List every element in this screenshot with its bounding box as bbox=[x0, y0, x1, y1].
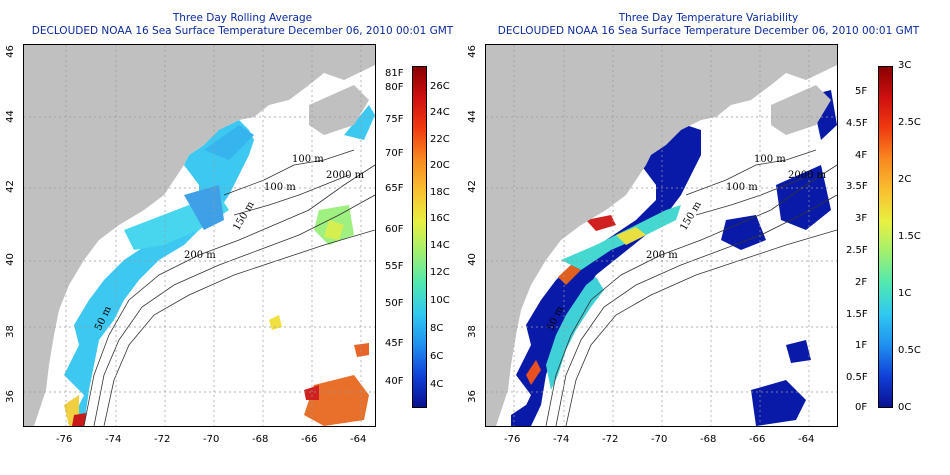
colorbar-label: 18C bbox=[430, 187, 450, 198]
lon-tick: -64 bbox=[798, 434, 815, 445]
contour-label: 100 m bbox=[754, 154, 786, 165]
lat-tick: 38 bbox=[466, 325, 478, 338]
right-title-line2: DECLOUDED NOAA 16 Sea Surface Temperatur… bbox=[497, 25, 920, 37]
left-graticule bbox=[24, 45, 375, 426]
contour-label: 200 m bbox=[646, 250, 678, 261]
colorbar-label: 75F bbox=[385, 114, 404, 125]
colorbar-label: 70F bbox=[385, 148, 404, 159]
lat-tick: 42 bbox=[466, 180, 478, 193]
lon-tick: -70 bbox=[651, 434, 668, 445]
colorbar-label: 26C bbox=[430, 81, 450, 92]
lon-tick: -74 bbox=[105, 434, 122, 445]
lat-tick: 40 bbox=[466, 253, 478, 266]
contour-label: 2000 m bbox=[788, 170, 827, 181]
lon-tick: -72 bbox=[154, 434, 171, 445]
right-colorbar bbox=[878, 66, 893, 408]
colorbar-label: 3C bbox=[898, 60, 912, 71]
colorbar-label: 4C bbox=[430, 379, 444, 390]
colorbar-label: 1.5F bbox=[846, 309, 868, 320]
colorbar-label: 2C bbox=[898, 174, 912, 185]
lat-tick: 46 bbox=[466, 45, 478, 58]
lon-tick: -64 bbox=[350, 434, 367, 445]
colorbar-label: 22C bbox=[430, 134, 450, 145]
colorbar-label: 1F bbox=[855, 340, 868, 351]
right-variability-field bbox=[486, 90, 837, 426]
colorbar-label: 81F bbox=[385, 68, 404, 79]
colorbar-label: 20C bbox=[430, 160, 450, 171]
contour-label: 2000 m bbox=[326, 170, 365, 181]
lat-tick: 40 bbox=[4, 253, 16, 266]
right-contours bbox=[545, 149, 837, 426]
colorbar-label: 3F bbox=[855, 213, 868, 224]
lon-tick: -76 bbox=[56, 434, 73, 445]
colorbar-label: 8C bbox=[430, 323, 444, 334]
colorbar-label: 2.5C bbox=[898, 117, 921, 128]
lon-tick: -74 bbox=[553, 434, 570, 445]
right-graticule bbox=[486, 45, 837, 426]
right-land bbox=[486, 45, 837, 426]
colorbar-label: 3.5F bbox=[846, 181, 868, 192]
colorbar-label: 1C bbox=[898, 288, 912, 299]
colorbar-label: 60F bbox=[385, 224, 404, 235]
colorbar-label: 16C bbox=[430, 213, 450, 224]
colorbar-label: 0.5F bbox=[846, 372, 868, 383]
colorbar-label: 5F bbox=[855, 86, 868, 97]
lat-tick: 44 bbox=[466, 110, 478, 123]
contour-label: 100 m bbox=[292, 154, 324, 165]
right-title-line1: Three Day Temperature Variability bbox=[618, 12, 799, 24]
colorbar-label: 14C bbox=[430, 240, 450, 251]
lon-tick: -66 bbox=[301, 434, 318, 445]
lat-tick: 38 bbox=[4, 325, 16, 338]
left-contours bbox=[83, 149, 375, 426]
colorbar-label: 50F bbox=[385, 298, 404, 309]
left-title-line1: Three Day Rolling Average bbox=[172, 12, 313, 24]
colorbar-label: 55F bbox=[385, 261, 404, 272]
lat-tick: 44 bbox=[4, 110, 16, 123]
colorbar-label: 4.5F bbox=[846, 118, 868, 129]
colorbar-label: 45F bbox=[385, 338, 404, 349]
left-map: 100 m 100 m 2000 m 150 m 200 m 50 m bbox=[23, 44, 376, 427]
contour-label: 200 m bbox=[184, 250, 216, 261]
right-title: Three Day Temperature Variability DECLOU… bbox=[488, 12, 929, 38]
lat-tick: 36 bbox=[466, 390, 478, 403]
lon-tick: -70 bbox=[203, 434, 220, 445]
lat-tick: 42 bbox=[4, 180, 16, 193]
colorbar-label: 2.5F bbox=[846, 245, 868, 256]
colorbar-label: 0.5C bbox=[898, 345, 921, 356]
left-title: Three Day Rolling Average DECLOUDED NOAA… bbox=[22, 12, 463, 38]
colorbar-label: 2F bbox=[855, 277, 868, 288]
lon-tick: -66 bbox=[749, 434, 766, 445]
colorbar-label: 65F bbox=[385, 183, 404, 194]
colorbar-label: 12C bbox=[430, 267, 450, 278]
lat-tick: 46 bbox=[4, 45, 16, 58]
left-colorbar bbox=[412, 66, 427, 408]
contour-label: 150 m bbox=[678, 199, 704, 232]
left-sst-field bbox=[34, 105, 375, 426]
contour-label: 100 m bbox=[726, 182, 758, 193]
colorbar-label: 0F bbox=[855, 402, 868, 413]
left-title-line2: DECLOUDED NOAA 16 Sea Surface Temperatur… bbox=[31, 25, 454, 37]
colorbar-label: 1.5C bbox=[898, 231, 921, 242]
colorbar-label: 10C bbox=[430, 295, 450, 306]
lat-tick: 36 bbox=[4, 390, 16, 403]
lon-tick: -68 bbox=[252, 434, 269, 445]
colorbar-label: 80F bbox=[385, 82, 404, 93]
lon-tick: -72 bbox=[602, 434, 619, 445]
lon-tick: -76 bbox=[504, 434, 521, 445]
left-land bbox=[24, 45, 375, 426]
right-map: 100 m 100 m 2000 m 150 m 200 m 50 m bbox=[485, 44, 838, 427]
lon-tick: -68 bbox=[700, 434, 717, 445]
contour-label: 150 m bbox=[231, 199, 257, 232]
contour-label: 100 m bbox=[264, 182, 296, 193]
colorbar-label: 0C bbox=[898, 402, 912, 413]
colorbar-label: 4F bbox=[855, 150, 868, 161]
colorbar-label: 24C bbox=[430, 107, 450, 118]
colorbar-label: 6C bbox=[430, 351, 444, 362]
colorbar-label: 40F bbox=[385, 376, 404, 387]
